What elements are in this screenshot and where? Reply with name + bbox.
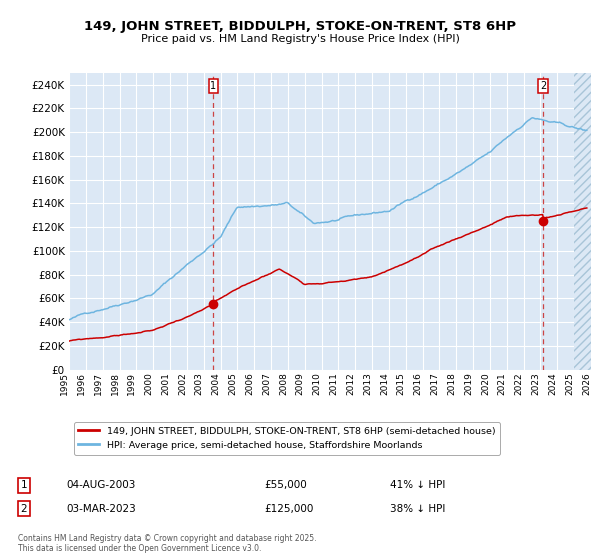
- Text: 2024: 2024: [548, 372, 557, 395]
- Text: 2003: 2003: [195, 372, 204, 395]
- Text: 2008: 2008: [279, 372, 288, 395]
- Text: 2: 2: [540, 81, 547, 91]
- Text: 2011: 2011: [329, 372, 338, 395]
- Text: 2015: 2015: [397, 372, 406, 395]
- Text: 03-MAR-2023: 03-MAR-2023: [66, 503, 136, 514]
- Text: 2006: 2006: [245, 372, 254, 395]
- Text: 2001: 2001: [161, 372, 170, 395]
- Text: 04-AUG-2003: 04-AUG-2003: [66, 480, 136, 491]
- Text: 2013: 2013: [363, 372, 372, 395]
- Text: 2019: 2019: [464, 372, 473, 395]
- Text: £55,000: £55,000: [264, 480, 307, 491]
- Text: 1999: 1999: [127, 372, 136, 395]
- Text: 1: 1: [20, 480, 28, 491]
- Text: 2014: 2014: [380, 372, 389, 395]
- Text: 2025: 2025: [565, 372, 574, 395]
- Text: 38% ↓ HPI: 38% ↓ HPI: [390, 503, 445, 514]
- Text: 2012: 2012: [346, 372, 355, 395]
- Text: 1997: 1997: [94, 372, 103, 395]
- Text: 2022: 2022: [515, 372, 524, 395]
- Text: 149, JOHN STREET, BIDDULPH, STOKE-ON-TRENT, ST8 6HP: 149, JOHN STREET, BIDDULPH, STOKE-ON-TRE…: [84, 20, 516, 32]
- Text: 2004: 2004: [212, 372, 221, 395]
- Text: 2: 2: [20, 503, 28, 514]
- Text: 2000: 2000: [144, 372, 153, 395]
- Text: 2021: 2021: [498, 372, 507, 395]
- Text: 2018: 2018: [447, 372, 456, 395]
- Text: 1996: 1996: [77, 372, 86, 395]
- Text: 1998: 1998: [110, 372, 119, 395]
- Text: 2002: 2002: [178, 372, 187, 395]
- Text: 2007: 2007: [262, 372, 271, 395]
- Text: 2010: 2010: [313, 372, 322, 395]
- Text: 2020: 2020: [481, 372, 490, 395]
- Legend: 149, JOHN STREET, BIDDULPH, STOKE-ON-TRENT, ST8 6HP (semi-detached house), HPI: : 149, JOHN STREET, BIDDULPH, STOKE-ON-TRE…: [74, 422, 500, 455]
- Text: £125,000: £125,000: [264, 503, 313, 514]
- Text: Contains HM Land Registry data © Crown copyright and database right 2025.
This d: Contains HM Land Registry data © Crown c…: [18, 534, 317, 553]
- Text: Price paid vs. HM Land Registry's House Price Index (HPI): Price paid vs. HM Land Registry's House …: [140, 34, 460, 44]
- Text: 1: 1: [211, 81, 217, 91]
- Text: 41% ↓ HPI: 41% ↓ HPI: [390, 480, 445, 491]
- Text: 2016: 2016: [413, 372, 422, 395]
- Text: 2009: 2009: [296, 372, 305, 395]
- Text: 2017: 2017: [430, 372, 439, 395]
- Text: 1995: 1995: [60, 372, 69, 395]
- Text: 2023: 2023: [532, 372, 541, 395]
- Text: 2026: 2026: [582, 372, 591, 395]
- Text: 2005: 2005: [229, 372, 238, 395]
